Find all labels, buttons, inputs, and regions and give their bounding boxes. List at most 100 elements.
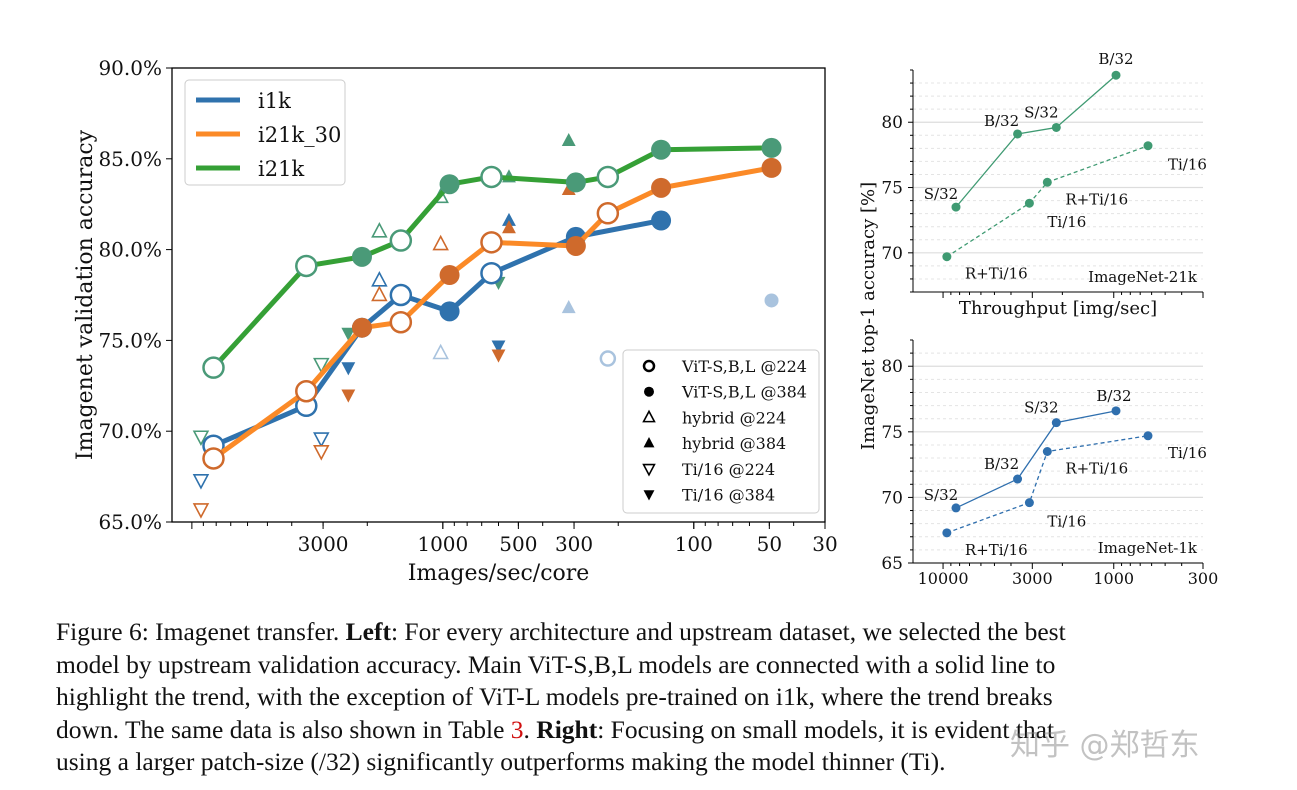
legend-triangle-down-icon	[642, 463, 656, 477]
point-label: R+Ti/16	[1065, 460, 1128, 478]
data-point	[1024, 198, 1034, 208]
caption-text: highlight the trend, with the exception …	[56, 682, 1053, 711]
point-label: Ti/16	[1047, 213, 1086, 231]
marker-legend: ViT-S,B,L @224 ViT-S,B,L @384 hybrid @224 h…	[622, 349, 820, 514]
data-point	[951, 202, 961, 212]
data-point	[351, 317, 372, 338]
point-label: Ti/16	[1168, 156, 1207, 174]
caption-line: using a larger patch-size (/32) signific…	[56, 746, 1256, 779]
legend-label: hybrid @384	[682, 434, 786, 453]
data-point	[1042, 177, 1052, 187]
point-label: S/32	[1024, 399, 1058, 417]
point-label: R+Ti/16	[965, 265, 1028, 283]
series-line	[955, 410, 1117, 509]
y-tick-label: 70.0%	[98, 419, 162, 443]
circle-point	[599, 350, 617, 367]
data-point	[1111, 70, 1121, 80]
series-line	[946, 435, 1149, 534]
series-line	[211, 145, 772, 370]
caption-text: : Focusing on small models, it is eviden…	[597, 714, 1055, 744]
x-tick-label: 500	[499, 532, 537, 556]
triangle-up-point	[502, 212, 516, 226]
triangle-down-point	[491, 340, 506, 354]
y-axis-label: ImageNet top-1 accuracy [%]	[858, 182, 879, 450]
caption-text: Right	[536, 714, 598, 744]
data-point	[351, 246, 372, 267]
legend-label: Ti/16 @224	[682, 460, 775, 479]
triangle-up-point	[432, 234, 449, 251]
figure-charts: 3000 1000 500 300 100 50 30 65.0% 70.0% 75.0% 80.0…	[73, 50, 1219, 588]
triangle-down-point	[341, 389, 356, 403]
series-line	[212, 165, 772, 461]
figure-caption: Figure 6: Imagenet transfer. Left: For e…	[56, 616, 1256, 779]
data-point	[761, 137, 782, 158]
x-tick-label: 1000	[417, 532, 468, 556]
data-point	[389, 283, 413, 307]
data-point	[480, 261, 503, 285]
y-tick-label: 70	[881, 244, 903, 264]
series-legend: i1k i21k_30 i21k	[184, 79, 346, 186]
x-tick-label: 50	[757, 532, 782, 556]
y-tick-label: 75	[881, 179, 903, 199]
data-point	[1013, 129, 1023, 139]
caption-line: down. The same data is also shown in Tab…	[56, 714, 1256, 747]
legend-label: ViT-S,B,L @224	[681, 357, 807, 376]
data-point	[942, 252, 952, 262]
caption-line: Figure 6: Imagenet transfer. Left: For e…	[56, 616, 1256, 649]
data-point	[439, 301, 460, 322]
data-point	[439, 174, 460, 195]
series-i21k	[202, 137, 782, 379]
x-tick-label: 1000	[1093, 569, 1134, 588]
legend-triangle-up-icon	[642, 409, 656, 423]
data-point	[1051, 418, 1061, 428]
point-label: R+Ti/16	[1065, 190, 1128, 208]
legend-frame	[184, 79, 346, 186]
legend-label: ViT-S,B,L @384	[681, 383, 807, 402]
triangle-down-point	[341, 327, 356, 341]
point-label: R+Ti/16	[965, 541, 1028, 559]
legend-label: i1k	[258, 89, 291, 113]
point-label: B/32	[1096, 387, 1131, 405]
legend-label: i21k_30	[258, 123, 341, 147]
data-point	[651, 177, 672, 198]
panel-label: ImageNet-21k	[1088, 268, 1198, 286]
caption-text: down. The same data is also shown in Tab…	[56, 714, 511, 744]
data-point	[480, 165, 503, 189]
panel-label: ImageNet-1k	[1098, 539, 1198, 557]
triangle-down-point	[341, 362, 356, 376]
y-axis-label: Imagenet validation accuracy	[73, 129, 98, 460]
data-point	[480, 231, 503, 254]
circle-point	[764, 293, 779, 308]
x-tick-label: 3000	[298, 532, 349, 556]
data-point	[202, 447, 225, 470]
y-tick-label: 65	[881, 554, 903, 574]
data-point	[1024, 498, 1034, 508]
table-reference-link[interactable]: 3	[510, 714, 524, 744]
series-i21k_30	[202, 157, 782, 470]
point-label: S/32	[924, 486, 958, 504]
x-axis-label: Throughput [img/sec]	[959, 298, 1157, 319]
legend-circle-icon	[642, 359, 656, 373]
triangle-down-point	[313, 444, 330, 461]
y-tick-label: 80	[881, 357, 903, 377]
series-line	[946, 145, 1149, 258]
legend-triangle-up-icon	[643, 437, 655, 448]
y-tick-label: 80.0%	[98, 238, 162, 262]
triangle-up-point	[502, 220, 516, 234]
y-tick-label: 75.0%	[98, 328, 162, 352]
legend-circle-icon	[644, 386, 654, 397]
point-label: S/32	[1024, 103, 1058, 121]
x-tick-label: 3000	[1012, 569, 1053, 588]
caption-text: : For every architecture and upstream da…	[390, 617, 1066, 646]
legend-frame	[622, 349, 820, 514]
caption-text: model by upstream validation accuracy. M…	[56, 649, 1056, 679]
y-tick-label: 80	[881, 113, 903, 133]
data-point	[389, 310, 413, 334]
x-tick-label: 300	[1188, 569, 1219, 588]
data-point	[951, 503, 961, 513]
caption-text: Figure 6: Imagenet transfer.	[56, 617, 346, 646]
data-point	[1111, 406, 1121, 416]
point-label: B/32	[984, 112, 1019, 130]
legend-label: Ti/16 @384	[682, 486, 775, 505]
x-tick-label: 100	[675, 532, 713, 556]
